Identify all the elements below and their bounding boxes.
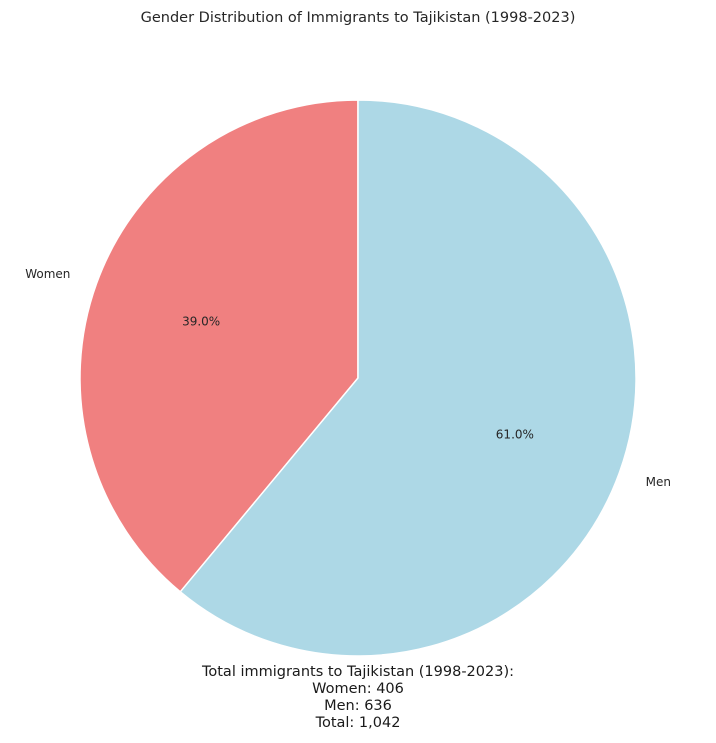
pie-labels: Women 39.0% Men 61.0% (25, 267, 671, 489)
pie-slices (79, 99, 637, 657)
summary-men: Men: 636 (324, 698, 392, 714)
percent-label-women: 39.0% (182, 314, 220, 328)
slice-label-women: Women (25, 267, 70, 281)
summary-women: Women: 406 (312, 681, 404, 697)
pie-slice-women (79, 99, 359, 593)
slice-label-men: Men (646, 475, 671, 489)
summary-annotation: Total immigrants to Tajikistan (1998-202… (0, 664, 716, 732)
summary-total: Total: 1,042 (315, 715, 401, 731)
percent-label-men: 61.0% (496, 428, 534, 442)
summary-heading: Total immigrants to Tajikistan (1998-202… (201, 664, 515, 680)
pie-slice-men (179, 99, 637, 657)
chart-title: Gender Distribution of Immigrants to Taj… (141, 10, 576, 26)
